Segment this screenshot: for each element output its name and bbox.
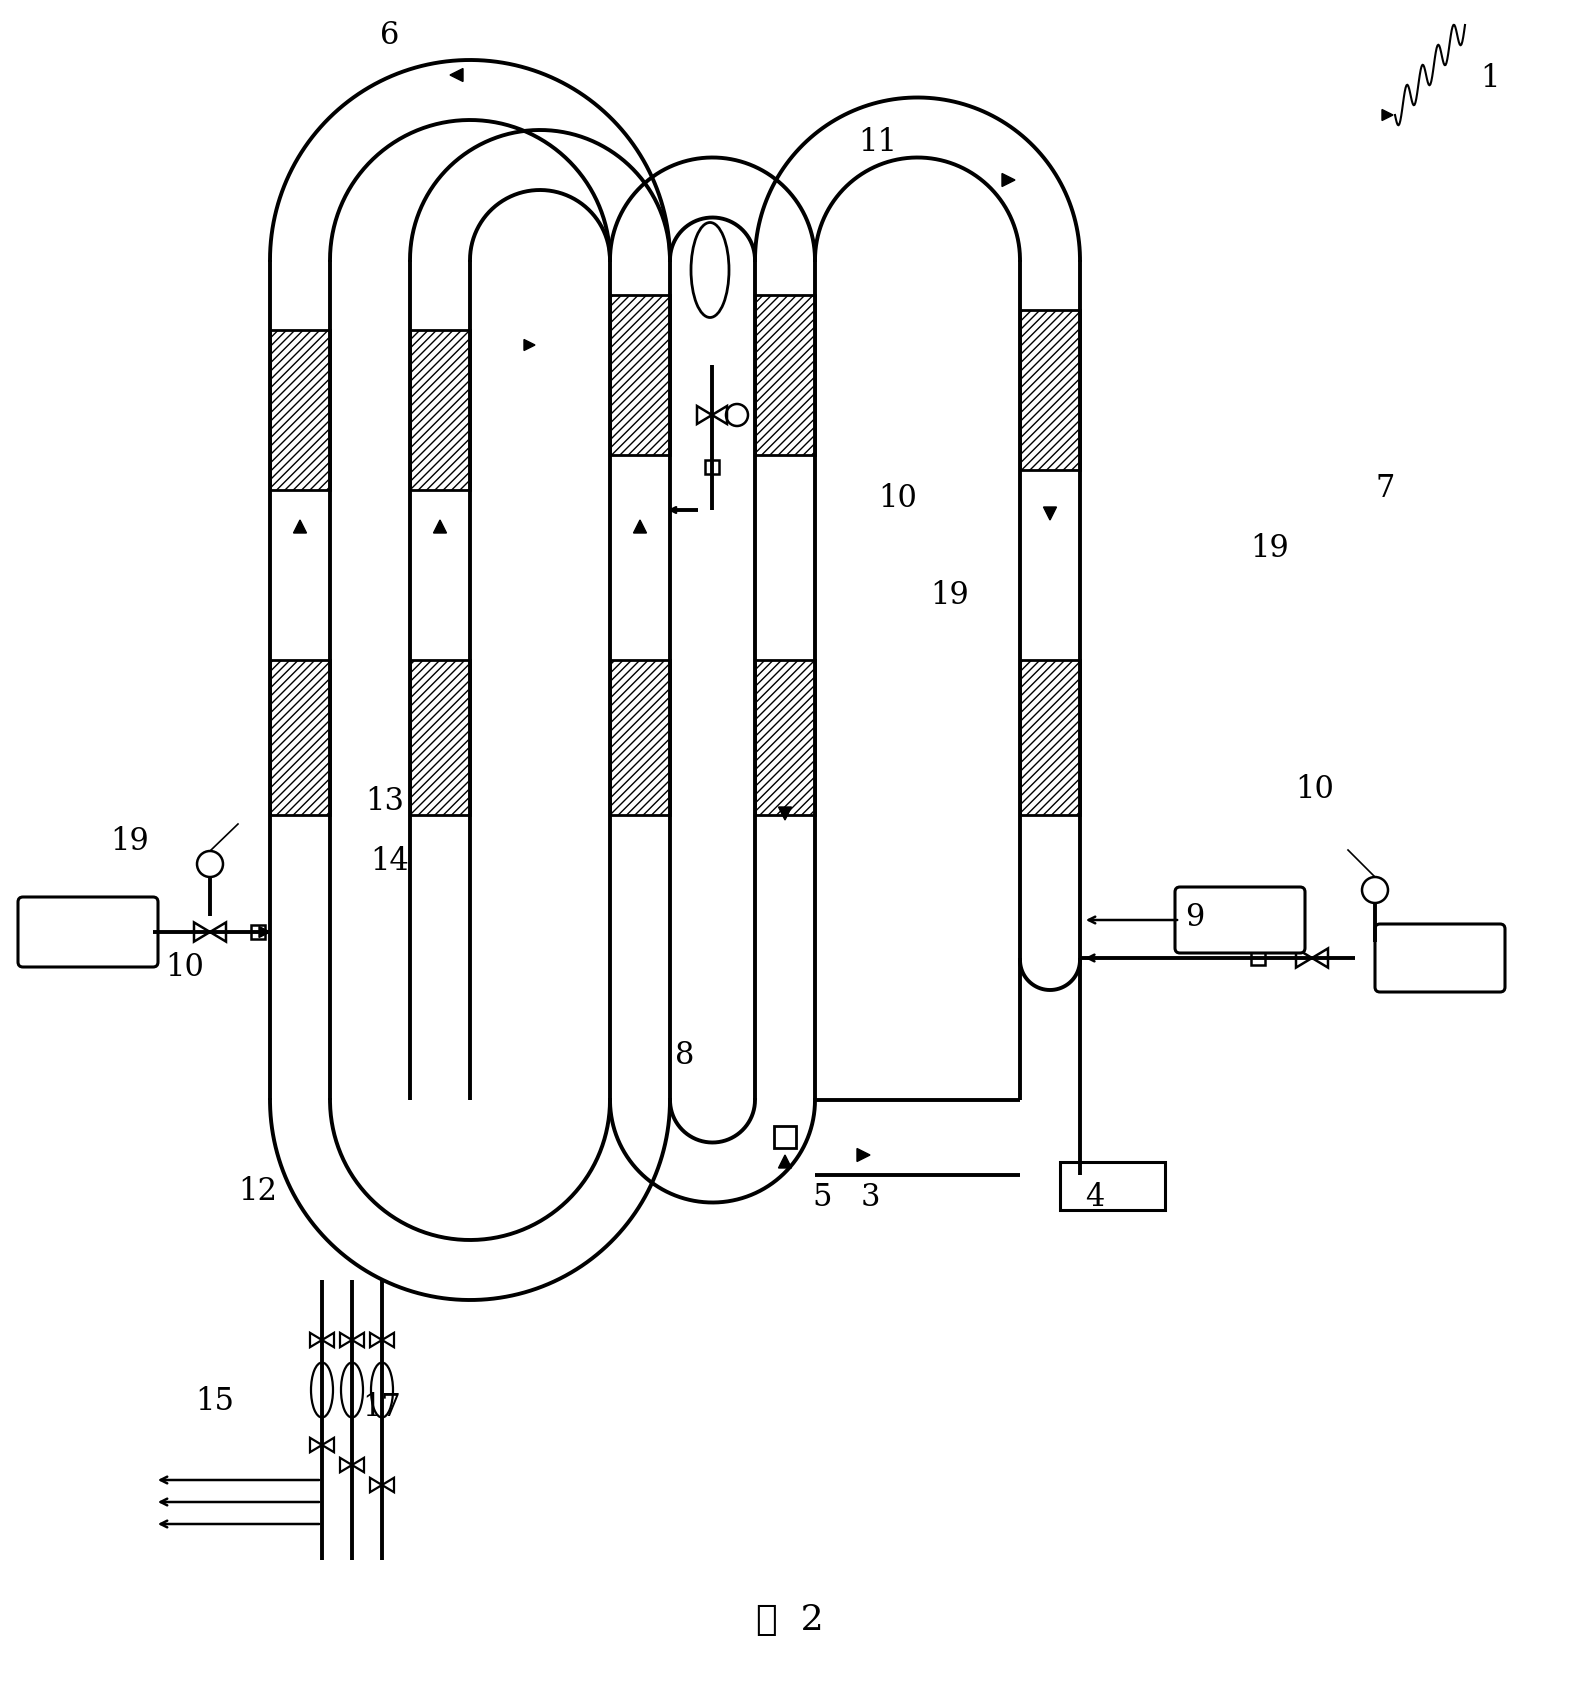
Polygon shape xyxy=(382,1478,395,1493)
FancyBboxPatch shape xyxy=(1175,886,1304,954)
Polygon shape xyxy=(450,69,463,81)
Text: 19: 19 xyxy=(1251,532,1290,563)
Ellipse shape xyxy=(311,1363,333,1417)
Text: 5: 5 xyxy=(812,1183,832,1213)
Polygon shape xyxy=(322,1333,335,1348)
Polygon shape xyxy=(633,521,646,532)
Polygon shape xyxy=(194,922,210,942)
Text: 15: 15 xyxy=(196,1387,235,1417)
Bar xyxy=(411,330,471,490)
Text: 7: 7 xyxy=(1375,472,1394,504)
Polygon shape xyxy=(352,1458,365,1473)
Polygon shape xyxy=(369,1478,382,1493)
Polygon shape xyxy=(259,927,270,937)
Text: 11: 11 xyxy=(859,126,897,157)
Polygon shape xyxy=(1312,949,1328,967)
Bar xyxy=(251,925,265,939)
Ellipse shape xyxy=(341,1363,363,1417)
Polygon shape xyxy=(1382,110,1393,121)
Polygon shape xyxy=(322,1437,335,1452)
Text: 17: 17 xyxy=(363,1392,401,1424)
FancyBboxPatch shape xyxy=(17,896,158,967)
Bar xyxy=(704,460,718,473)
Text: 10: 10 xyxy=(166,952,204,984)
Ellipse shape xyxy=(371,1363,393,1417)
Text: 8: 8 xyxy=(676,1040,695,1070)
Polygon shape xyxy=(1003,174,1015,187)
Polygon shape xyxy=(339,1458,352,1473)
Bar xyxy=(1060,1163,1165,1210)
Text: 10: 10 xyxy=(1295,775,1334,805)
Ellipse shape xyxy=(692,222,729,317)
Bar xyxy=(1020,661,1080,816)
Text: 3: 3 xyxy=(861,1183,880,1213)
Text: 9: 9 xyxy=(1186,903,1205,933)
Polygon shape xyxy=(369,1333,382,1348)
Polygon shape xyxy=(1296,949,1312,967)
Polygon shape xyxy=(1044,507,1056,521)
Polygon shape xyxy=(696,406,712,425)
Polygon shape xyxy=(778,807,791,821)
Polygon shape xyxy=(294,521,306,532)
Polygon shape xyxy=(210,922,226,942)
Polygon shape xyxy=(382,1333,395,1348)
Bar xyxy=(411,661,471,816)
Text: 19: 19 xyxy=(111,827,150,858)
Polygon shape xyxy=(857,1149,870,1161)
Text: 图  2: 图 2 xyxy=(756,1602,824,1638)
Text: 6: 6 xyxy=(381,20,399,51)
Text: 4: 4 xyxy=(1085,1183,1105,1213)
Polygon shape xyxy=(778,1154,791,1168)
Text: 13: 13 xyxy=(365,787,404,817)
Polygon shape xyxy=(712,406,726,425)
Polygon shape xyxy=(339,1333,352,1348)
Text: 10: 10 xyxy=(878,482,917,514)
Bar xyxy=(270,661,330,816)
Bar xyxy=(1251,950,1265,966)
Text: 1: 1 xyxy=(1480,62,1500,93)
Polygon shape xyxy=(309,1437,322,1452)
Bar xyxy=(774,1126,796,1147)
Bar xyxy=(609,661,669,816)
Text: 19: 19 xyxy=(930,580,970,610)
Polygon shape xyxy=(352,1333,365,1348)
Text: 14: 14 xyxy=(371,846,409,878)
Polygon shape xyxy=(309,1333,322,1348)
Bar xyxy=(1020,310,1080,470)
FancyBboxPatch shape xyxy=(1375,923,1505,992)
Bar xyxy=(270,330,330,490)
Polygon shape xyxy=(434,521,447,532)
Bar xyxy=(609,295,669,455)
Text: 12: 12 xyxy=(238,1176,278,1208)
Bar xyxy=(755,661,815,816)
Polygon shape xyxy=(524,339,535,350)
Bar xyxy=(755,295,815,455)
